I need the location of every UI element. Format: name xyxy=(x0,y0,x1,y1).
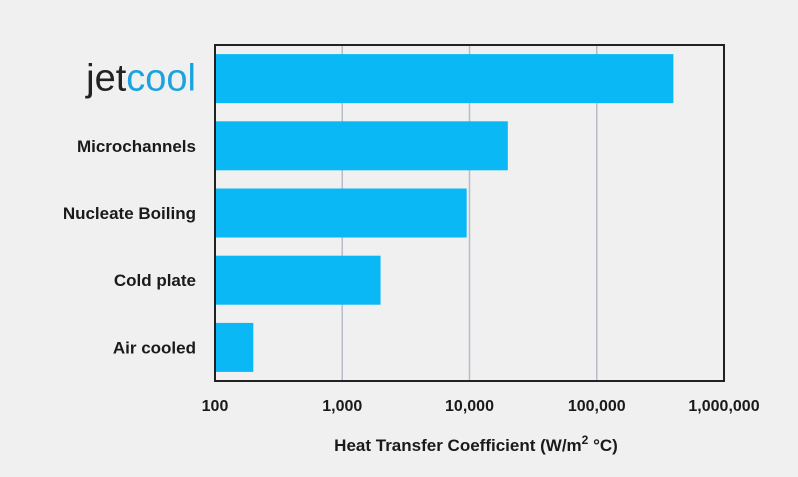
bars xyxy=(215,54,674,372)
x-tick-label: 1,000 xyxy=(322,398,362,415)
x-tick-label: 10,000 xyxy=(445,398,494,415)
bar-cold-plate xyxy=(215,255,381,305)
bar-nucleate-boiling xyxy=(215,188,467,238)
x-tick-label: 1,000,000 xyxy=(688,398,759,415)
category-label: Microchannels xyxy=(77,137,196,156)
x-tick-labels: 100 1,000 10,000 100,000 1,000,000 xyxy=(202,398,760,415)
x-tick-label: 100 xyxy=(202,398,229,415)
bar-air-cooled xyxy=(215,322,254,372)
category-labels: jetcool Microchannels Nucleate Boiling Cold… xyxy=(63,58,196,358)
category-label: Nucleate Boiling xyxy=(63,204,196,223)
x-tick-label: 100,000 xyxy=(568,398,626,415)
jetcool-logo: jetcool xyxy=(85,58,196,100)
plot-frame xyxy=(214,44,725,382)
x-axis-label: Heat Transfer Coefficient (W/m2 °C) xyxy=(334,433,618,455)
bar-jetcool xyxy=(215,54,674,104)
category-label: Cold plate xyxy=(114,271,196,290)
bar-microchannels xyxy=(215,121,508,171)
category-label: Air cooled xyxy=(113,338,196,357)
